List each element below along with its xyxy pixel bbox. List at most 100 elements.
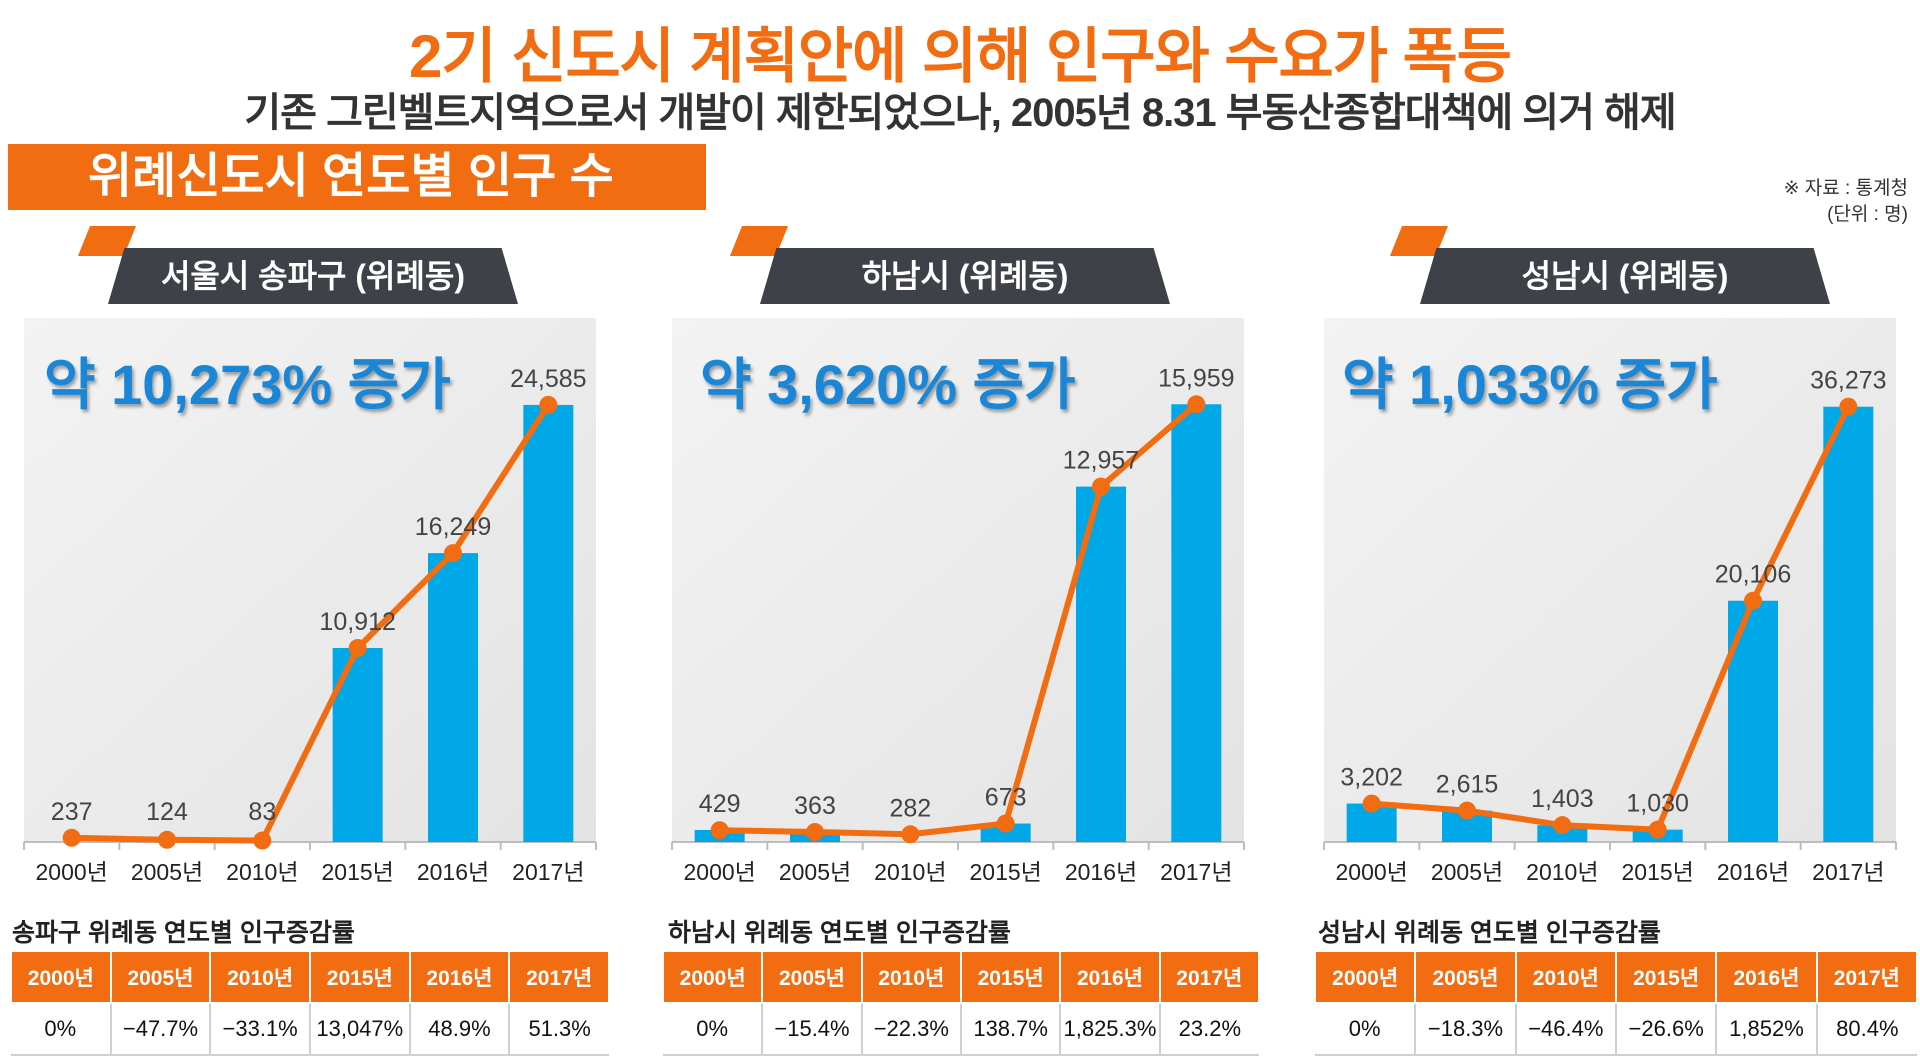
table-row: 0% −18.3% −46.4% −26.6% 1,852% 80.4% [1315, 1003, 1917, 1056]
data-label: 3,202 [1340, 764, 1403, 792]
x-tick-label: 2016년 [417, 859, 489, 885]
panel-title: 성남시 (위례동) [1521, 258, 1729, 294]
table-cell: −33.1% [210, 1003, 311, 1056]
x-tick-label: 2017년 [512, 859, 584, 885]
line-point [158, 830, 176, 849]
line-point [1744, 591, 1762, 610]
tab-bar [760, 248, 1170, 304]
table-title: 송파구 위례동 연도별 인구증감률 [12, 919, 355, 947]
table-header-cell: 2017년 [1158, 950, 1261, 1004]
table-title: 하남시 위례동 연도별 인구증감률 [668, 919, 1011, 947]
line-point [539, 395, 558, 414]
table-header-cell: 2017년 [1815, 950, 1919, 1004]
line-point [1362, 794, 1381, 813]
bar [980, 823, 1031, 842]
rate-table: 2000년 2005년 2010년 2015년 2016년 2017년 0% −47.7% −3… [10, 950, 610, 1056]
source-text: ※ 자료 : 통계청 [1783, 178, 1908, 199]
panel-songpa: 서울시 송파구 (위례동) 237 124 83 10,912 16,249 24,585… [0, 0, 610, 1061]
chart-svg: 3,202 2,615 1,403 1,030 20,106 36,273 2000년 200… [1323, 318, 1897, 885]
table-header-cell: 2015년 [308, 950, 411, 1004]
table-header-cell: 2000년 [10, 950, 112, 1004]
data-label: 12,957 [1063, 447, 1139, 475]
chart-svg: 237 124 83 10,912 16,249 24,585 2000년 2005년 2010… [23, 318, 597, 885]
table-cell: 0% [1315, 1003, 1417, 1056]
bar [428, 553, 478, 842]
x-tick-label: 2015년 [970, 859, 1042, 885]
line-point [253, 831, 272, 850]
panel-title: 서울시 송파구 (위례동) [160, 258, 466, 294]
data-label: 1,030 [1626, 790, 1689, 818]
table-cell: 0% [663, 1003, 764, 1056]
table-cell: −15.4% [762, 1003, 863, 1056]
table-header-cell: 2005년 [1414, 950, 1517, 1004]
line-point [806, 823, 824, 842]
table-title: 성남시 위례동 연도별 인구증감률 [1318, 919, 1661, 947]
table-cell: −26.6% [1615, 1003, 1718, 1056]
table-header-cell: 2000년 [661, 950, 764, 1004]
line-point [710, 821, 729, 840]
table-header-cell: 2015년 [959, 950, 1062, 1004]
tab-bar [108, 248, 518, 304]
panel-hanam: 하남시 (위례동) 429 363 282 673 12,957 15,959 2000년 2… [650, 0, 1261, 1061]
x-tick-label: 2016년 [1065, 859, 1137, 885]
data-label: 36,273 [1810, 367, 1886, 395]
tab-bar [1420, 248, 1830, 304]
table-cell: 1,852% [1716, 1003, 1818, 1056]
table-cell: 51.3% [509, 1003, 609, 1056]
table-header-row: 2000년 2005년 2010년 2015년 2016년 2017년 [10, 950, 610, 1004]
table-cell: 1,825.3% [1060, 1003, 1161, 1056]
series-line [71, 403, 551, 844]
x-tick-label: 2010년 [1526, 859, 1598, 885]
data-label: 237 [51, 798, 93, 826]
bar [1171, 404, 1222, 842]
growth-annotation: 약 10,273% 증가 [44, 353, 451, 416]
unit-text: (단위 : 명) [1827, 204, 1908, 225]
data-label: 363 [794, 792, 836, 820]
line-point [1839, 397, 1858, 416]
x-tick-label: 2017년 [1160, 859, 1232, 885]
growth-annotation: 약 1,033% 증가 [1342, 353, 1718, 416]
chart-hanam: 429 363 282 673 12,957 15,959 2000년 2005년 2010년 2… [670, 318, 1260, 888]
line-point [1187, 395, 1206, 414]
table-cell: −47.7% [110, 1003, 212, 1056]
data-label: 10,912 [319, 608, 395, 636]
table-row: 0% −15.4% −22.3% 138.7% 1,825.3% 23.2% [663, 1003, 1259, 1056]
growth-annotation: 약 3,620% 증가 [700, 353, 1076, 416]
table-header-cell: 2016년 [408, 950, 511, 1004]
chart-svg: 429 363 282 673 12,957 15,959 2000년 2005년 2010년 2… [671, 318, 1245, 885]
bar [523, 404, 574, 842]
series-line [719, 401, 1199, 838]
table-header-row: 2000년 2005년 2010년 2015년 2016년 2017년 [661, 950, 1261, 1004]
table-header-cell: 2000년 [1313, 950, 1417, 1004]
x-tick-label: 2000년 [1336, 859, 1408, 885]
table-header-row: 2000년 2005년 2010년 2015년 2016년 2017년 [1313, 950, 1919, 1004]
line-point [1553, 816, 1572, 835]
line-point [348, 639, 367, 658]
x-tick-label: 2015년 [322, 859, 394, 885]
table-row: 0% −47.7% −33.1% 13,047% 48.9% 51.3% [11, 1003, 609, 1056]
table-cell: 13,047% [309, 1003, 411, 1056]
data-label: 1,403 [1531, 785, 1594, 813]
line-point [1458, 801, 1476, 820]
line-point [62, 828, 81, 847]
chart-seongnam: 3,202 2,615 1,403 1,030 20,106 36,273 2000년 200… [1322, 318, 1912, 888]
line-point [901, 825, 920, 844]
data-label: 15,959 [1158, 364, 1234, 392]
bar [1823, 406, 1874, 842]
table-cell: 48.9% [409, 1003, 511, 1056]
table-header-cell: 2005년 [109, 950, 212, 1004]
x-tick-label: 2005년 [1431, 859, 1503, 885]
table-header-cell: 2010년 [209, 950, 311, 1004]
rate-table: 2000년 2005년 2010년 2015년 2016년 2017년 0% −18.3% −4… [1313, 950, 1919, 1056]
table-header-cell: 2005년 [761, 950, 863, 1004]
table-header-cell: 2016년 [1059, 950, 1161, 1004]
x-tick-label: 2005년 [131, 859, 203, 885]
x-tick-label: 2015년 [1622, 859, 1694, 885]
series-line [1371, 405, 1852, 833]
source-note: ※ 자료 : 통계청 (단위 : 명) [1784, 176, 1908, 228]
table-header-cell: 2017년 [508, 950, 610, 1004]
table-cell: 138.7% [960, 1003, 1062, 1056]
data-label: 124 [146, 798, 188, 826]
section-banner: 위례신도시 연도별 인구 수 [8, 144, 706, 210]
line-point [1648, 820, 1667, 839]
